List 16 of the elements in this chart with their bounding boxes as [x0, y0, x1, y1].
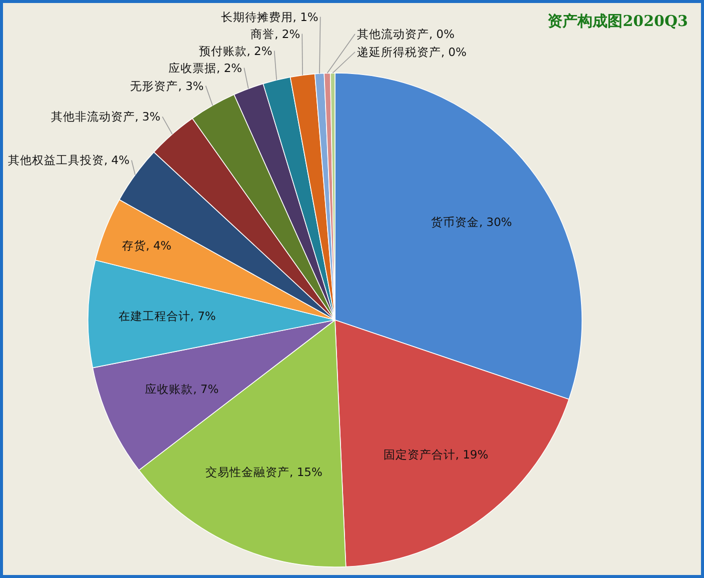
slice-label: 长期待摊费用, 1% — [220, 10, 318, 24]
slice-label: 在建工程合计, 7% — [118, 308, 216, 323]
slice-label: 其他非流动资产, 3% — [50, 110, 160, 124]
slice-label: 商誉, 2% — [250, 26, 300, 41]
slice-label: 递延所得税资产, 0% — [357, 45, 467, 59]
slice-label: 交易性金融资产, 15% — [206, 465, 322, 480]
slice-label: 固定资产合计, 19% — [383, 447, 488, 462]
text: 资产构成图2020Q3 — [548, 12, 688, 30]
slice-label: 应收账款, 7% — [145, 382, 219, 396]
slice-label: 应收票据, 2% — [168, 60, 242, 75]
slice-label: 预付账款, 2% — [198, 44, 272, 58]
slice-label: 无形资产, 3% — [130, 78, 204, 93]
slice-label: 货币资金, 30% — [431, 215, 512, 230]
slice-label: 其他权益工具投资, 4% — [8, 153, 130, 168]
slice-label: 存货, 4% — [122, 238, 172, 252]
slice-label: 其他流动资产, 0% — [357, 27, 455, 41]
